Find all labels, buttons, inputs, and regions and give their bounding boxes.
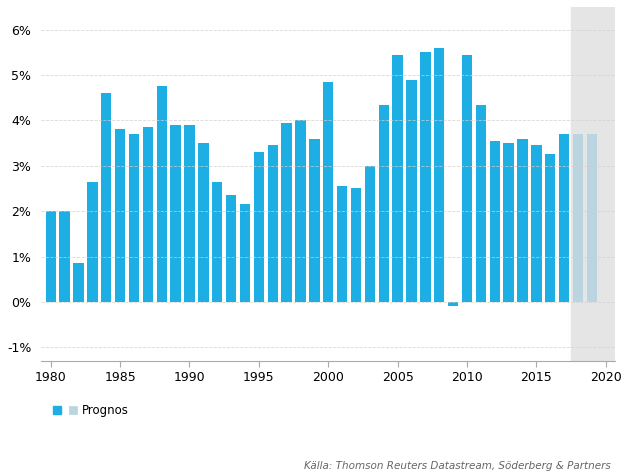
Bar	[476, 105, 486, 302]
Bar	[337, 186, 347, 302]
Bar	[571, 7, 629, 361]
Bar	[406, 79, 416, 302]
Bar	[545, 155, 556, 302]
Bar	[115, 130, 125, 302]
Bar	[142, 127, 153, 302]
Bar	[448, 302, 458, 307]
Bar	[587, 134, 597, 302]
Bar	[351, 188, 361, 302]
Bar	[254, 152, 264, 302]
Bar	[573, 134, 583, 302]
Bar	[59, 211, 70, 302]
Bar	[226, 195, 236, 302]
Bar	[517, 139, 528, 302]
Bar	[531, 145, 542, 302]
Bar	[240, 204, 250, 302]
Bar	[101, 93, 112, 302]
Legend: , Prognos: , Prognos	[53, 404, 129, 417]
Bar	[490, 141, 500, 302]
Bar	[282, 123, 292, 302]
Bar	[45, 211, 56, 302]
Text: Källa: Thomson Reuters Datastream, Söderberg & Partners: Källa: Thomson Reuters Datastream, Söder…	[304, 461, 611, 471]
Bar	[185, 125, 195, 302]
Bar	[434, 48, 444, 302]
Bar	[323, 82, 333, 302]
Bar	[559, 134, 570, 302]
Bar	[268, 145, 278, 302]
Bar	[295, 121, 306, 302]
Bar	[379, 105, 389, 302]
Bar	[503, 143, 514, 302]
Bar	[309, 139, 319, 302]
Bar	[462, 54, 472, 302]
Bar	[365, 166, 375, 302]
Bar	[87, 182, 98, 302]
Bar	[129, 134, 139, 302]
Bar	[392, 54, 403, 302]
Bar	[156, 87, 167, 302]
Bar	[73, 263, 84, 302]
Bar	[198, 143, 209, 302]
Bar	[171, 125, 181, 302]
Bar	[212, 182, 222, 302]
Bar	[420, 53, 430, 302]
